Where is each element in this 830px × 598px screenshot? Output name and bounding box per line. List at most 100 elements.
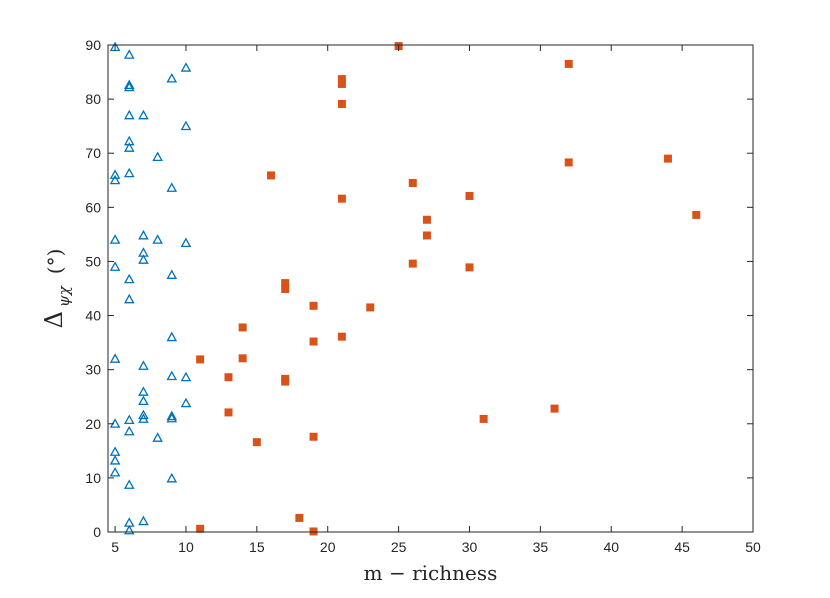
x-tick-label: 10	[178, 539, 194, 555]
x-tick-label: 25	[391, 539, 407, 555]
data-point-square	[550, 404, 559, 413]
data-point-square	[337, 79, 346, 88]
x-tick-label: 5	[111, 539, 119, 555]
data-point-square	[267, 171, 276, 180]
data-point-square	[408, 259, 417, 268]
data-point-square	[479, 414, 488, 423]
plot-frame	[107, 44, 754, 533]
data-point-square	[465, 263, 474, 272]
data-point-triangle	[138, 409, 149, 420]
data-point-triangle	[152, 151, 163, 162]
data-point-triangle	[166, 412, 178, 423]
data-point-triangle	[180, 397, 192, 408]
data-point-triangle	[123, 273, 135, 284]
y-tick-label: 10	[85, 470, 101, 486]
data-point-triangle	[123, 479, 135, 489]
x-tick-label: 45	[674, 539, 690, 555]
data-point-triangle	[166, 472, 178, 483]
x-tick-label: 30	[462, 539, 478, 555]
x-tick-label: 20	[320, 539, 336, 555]
data-point-triangle	[166, 182, 178, 192]
data-point-triangle	[123, 79, 135, 90]
data-point-triangle	[180, 62, 192, 72]
data-point-triangle	[109, 261, 121, 271]
y-axis-label: Δ ψχ (°)	[40, 249, 73, 329]
data-point-square	[196, 355, 205, 364]
data-point-square	[224, 408, 233, 417]
x-axis-label: m − richness	[364, 561, 498, 585]
y-tick-label: 20	[85, 416, 101, 432]
y-axis-label-subscript: ψχ	[55, 285, 73, 307]
data-point-square	[337, 194, 346, 203]
data-point-triangle	[109, 174, 121, 185]
y-tick-label: 70	[85, 145, 101, 161]
data-point-square	[281, 285, 290, 294]
data-point-square	[337, 332, 346, 341]
data-point-triangle	[138, 360, 149, 370]
y-tick-label: 40	[85, 308, 101, 324]
data-point-triangle	[138, 229, 149, 240]
data-point-triangle	[138, 395, 149, 406]
data-point-triangle	[166, 269, 178, 279]
data-point-square	[238, 354, 247, 363]
data-point-triangle	[180, 371, 192, 382]
data-point-square	[337, 99, 346, 108]
y-tick-label: 30	[85, 362, 101, 378]
data-point-triangle	[123, 109, 135, 120]
data-point-triangle	[123, 425, 135, 436]
data-point-square	[692, 210, 701, 219]
y-tick-label: 60	[85, 199, 101, 215]
x-tick-label: 50	[745, 539, 761, 555]
data-point-square	[663, 154, 672, 163]
y-tick-label: 0	[93, 524, 101, 540]
data-point-triangle	[166, 331, 178, 342]
data-point-square	[238, 323, 247, 332]
data-point-triangle	[152, 432, 163, 442]
data-point-triangle	[109, 234, 121, 244]
x-tick-label: 35	[533, 539, 549, 555]
data-point-square	[309, 337, 318, 346]
data-point-triangle	[109, 466, 121, 477]
data-point-square	[224, 373, 233, 382]
x-tick-label: 15	[249, 539, 265, 555]
data-point-square	[366, 303, 375, 312]
data-point-square	[564, 59, 573, 68]
data-point-triangle	[123, 81, 135, 92]
data-point-triangle	[123, 293, 135, 304]
data-point-square	[281, 377, 290, 386]
data-point-triangle	[123, 49, 135, 59]
data-point-square	[196, 524, 205, 533]
data-point-triangle	[180, 237, 192, 248]
data-point-square	[422, 215, 431, 224]
data-point-square	[408, 178, 417, 187]
x-tick-label: 40	[603, 539, 619, 555]
y-axis-label-main: Δ	[40, 311, 68, 328]
data-point-square	[465, 191, 474, 200]
data-point-triangle	[123, 524, 135, 535]
data-point-square	[309, 301, 318, 310]
data-point-triangle	[109, 455, 121, 465]
data-point-triangle	[166, 370, 178, 381]
y-tick-label: 80	[85, 91, 101, 107]
data-point-square	[309, 527, 318, 536]
data-point-triangle	[138, 254, 149, 264]
data-point-square	[422, 231, 431, 240]
data-point-triangle	[180, 120, 192, 131]
axis-ticks: 5 10 15 20 25 30 35 40 45 50 0 10 20 30 40 50 60 70 80 90	[85, 37, 761, 555]
data-point-triangle	[166, 410, 178, 421]
data-point-triangle	[138, 413, 149, 423]
data-point-triangle	[138, 386, 149, 396]
data-point-square	[252, 438, 261, 447]
data-point-triangle	[138, 515, 149, 526]
data-point-triangle	[109, 446, 121, 456]
data-point-triangle	[152, 234, 163, 244]
y-axis-label-unit: (°)	[43, 249, 67, 275]
data-point-triangle	[138, 109, 149, 120]
data-point-square	[564, 158, 573, 167]
data-point-triangle	[123, 414, 135, 425]
y-tick-label: 50	[85, 253, 101, 269]
data-point-triangle	[166, 73, 178, 83]
data-marks	[109, 41, 701, 536]
series-1	[196, 42, 701, 536]
